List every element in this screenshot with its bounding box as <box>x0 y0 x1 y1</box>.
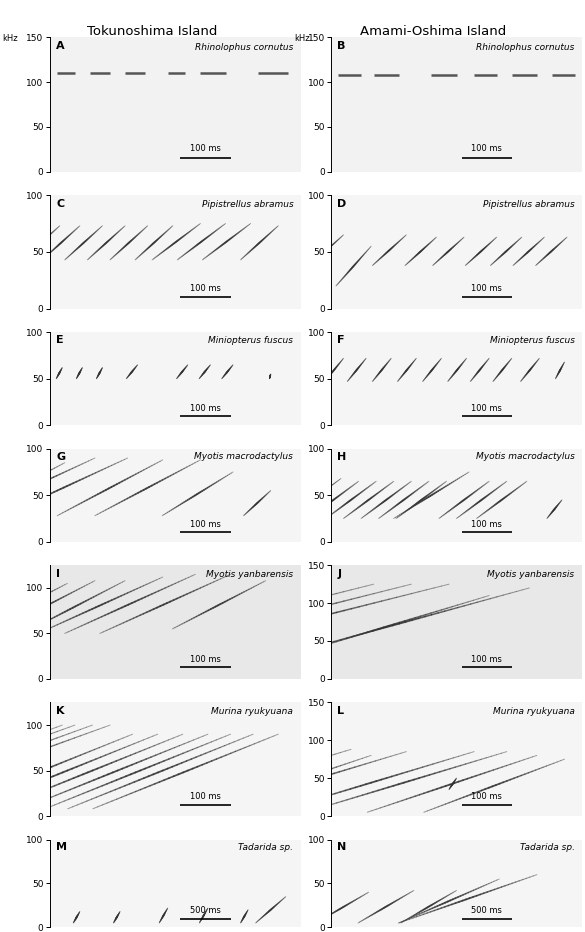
Text: 100 ms: 100 ms <box>190 654 221 664</box>
Text: E: E <box>56 335 64 345</box>
Text: Tadarida sp.: Tadarida sp. <box>238 843 293 852</box>
Text: Myotis macrodactylus: Myotis macrodactylus <box>194 452 293 461</box>
Text: Pipistrellus abramus: Pipistrellus abramus <box>483 199 574 209</box>
Text: H: H <box>337 451 346 461</box>
Text: Tadarida sp.: Tadarida sp. <box>519 843 574 852</box>
Text: 100 ms: 100 ms <box>471 404 502 413</box>
Text: Amami-Oshima Island: Amami-Oshima Island <box>360 25 506 38</box>
Text: Rhinolophus cornutus: Rhinolophus cornutus <box>195 43 293 51</box>
Text: kHz: kHz <box>2 34 18 44</box>
Text: G: G <box>56 451 65 461</box>
Text: Pipistrellus abramus: Pipistrellus abramus <box>202 199 293 209</box>
Text: Miniopterus fuscus: Miniopterus fuscus <box>490 336 574 345</box>
Text: kHz: kHz <box>294 34 310 44</box>
Text: J: J <box>337 569 341 579</box>
Text: 100 ms: 100 ms <box>190 284 221 294</box>
Text: A: A <box>56 41 64 51</box>
Text: 100 ms: 100 ms <box>190 404 221 413</box>
Text: M: M <box>56 843 67 852</box>
Text: K: K <box>56 706 64 716</box>
Text: I: I <box>56 569 60 579</box>
Text: Murina ryukyuana: Murina ryukyuana <box>211 707 293 716</box>
Text: 100 ms: 100 ms <box>190 144 221 154</box>
Text: Miniopterus fuscus: Miniopterus fuscus <box>208 336 293 345</box>
Text: L: L <box>337 706 344 716</box>
Text: 100 ms: 100 ms <box>190 791 221 801</box>
Text: N: N <box>337 843 346 852</box>
Text: 100 ms: 100 ms <box>471 284 502 294</box>
Text: 500 ms: 500 ms <box>471 907 502 915</box>
Text: 100 ms: 100 ms <box>190 520 221 529</box>
Text: 100 ms: 100 ms <box>471 144 502 154</box>
Text: Tokunoshima Island: Tokunoshima Island <box>87 25 217 38</box>
Text: C: C <box>56 199 64 209</box>
Text: 100 ms: 100 ms <box>471 520 502 529</box>
Text: B: B <box>337 41 346 51</box>
Text: Myotis yanbarensis: Myotis yanbarensis <box>206 569 293 579</box>
Text: 100 ms: 100 ms <box>471 654 502 664</box>
Text: D: D <box>337 199 346 209</box>
Text: Myotis yanbarensis: Myotis yanbarensis <box>487 569 574 579</box>
Text: Murina ryukyuana: Murina ryukyuana <box>493 707 574 716</box>
Text: 500 ms: 500 ms <box>190 907 221 915</box>
Text: F: F <box>337 335 345 345</box>
Text: Myotis macrodactylus: Myotis macrodactylus <box>476 452 574 461</box>
Text: 100 ms: 100 ms <box>471 791 502 801</box>
Text: Rhinolophus cornutus: Rhinolophus cornutus <box>476 43 574 51</box>
